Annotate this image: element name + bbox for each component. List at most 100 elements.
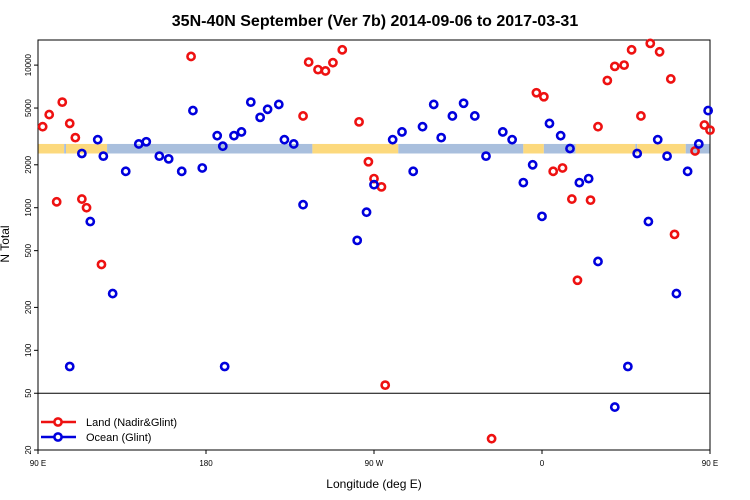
x-axis-label: Longitude (deg E) xyxy=(326,477,421,491)
ocean-point xyxy=(219,361,230,372)
ocean-point xyxy=(693,139,704,149)
land-point xyxy=(44,109,55,120)
ocean-point xyxy=(163,153,174,164)
ocean-point xyxy=(288,139,299,149)
ocean-point xyxy=(583,173,594,184)
land-point xyxy=(602,75,613,86)
y-tick-label: 50 xyxy=(24,388,33,397)
ocean-point xyxy=(428,99,439,110)
legend-marker-ocean xyxy=(53,432,63,442)
land-point xyxy=(645,38,656,49)
y-axis-label: N Total xyxy=(0,225,12,262)
ocean-point xyxy=(565,143,575,154)
land-point xyxy=(298,111,308,121)
ocean-point xyxy=(436,132,447,143)
ocean-point xyxy=(537,211,547,222)
ocean-point xyxy=(141,136,152,147)
land-point xyxy=(548,166,559,177)
land-point xyxy=(619,60,630,71)
chart-title: 35N-40N September (Ver 7b) 2014-09-06 to… xyxy=(172,13,579,30)
ocean-point xyxy=(643,216,654,227)
ocean-point xyxy=(481,151,491,162)
x-tick-label: 90 E xyxy=(30,459,46,468)
ocean-point xyxy=(632,148,643,159)
x-tick-label: 90 W xyxy=(365,459,384,468)
land-point xyxy=(690,146,700,156)
ocean-point xyxy=(544,118,555,129)
ocean-point xyxy=(120,166,131,177)
land-point xyxy=(81,202,92,213)
ocean-point xyxy=(154,151,165,162)
land-point xyxy=(363,156,374,167)
band-segment-ocean xyxy=(64,143,66,154)
land-point xyxy=(313,64,323,75)
ocean-point xyxy=(217,141,228,152)
ocean-point xyxy=(671,288,682,299)
land-point xyxy=(699,120,710,130)
ocean-point xyxy=(574,177,585,188)
ocean-point xyxy=(176,166,187,177)
band-segment-ocean xyxy=(543,143,576,154)
land-point xyxy=(538,91,549,102)
band-segment-land xyxy=(312,143,399,154)
ocean-point xyxy=(98,151,109,162)
ocean-point xyxy=(273,99,284,110)
y-tick-label: 200 xyxy=(24,300,33,314)
y-tick-label: 10000 xyxy=(24,53,33,76)
ocean-point xyxy=(408,166,419,177)
ocean-point xyxy=(682,166,693,177)
land-point xyxy=(609,61,620,72)
ocean-point xyxy=(555,130,566,141)
ocean-point xyxy=(133,139,144,149)
band-segment-land xyxy=(523,143,544,154)
legend-label-ocean: Ocean (Glint) xyxy=(86,432,151,444)
ocean-point xyxy=(85,216,96,227)
ocean-point xyxy=(76,148,87,159)
ocean-point xyxy=(369,179,379,190)
ocean-point xyxy=(622,361,633,372)
y-tick-label: 2000 xyxy=(24,155,33,173)
y-tick-label: 5000 xyxy=(24,99,33,117)
land-point xyxy=(328,57,338,68)
land-point xyxy=(96,259,107,270)
ocean-point xyxy=(387,134,398,145)
ocean-point xyxy=(662,151,672,162)
land-point xyxy=(486,433,497,444)
legend: Land (Nadir&Glint) Ocean (Glint) xyxy=(41,417,177,444)
land-point xyxy=(320,66,331,76)
band-segment-ocean xyxy=(107,143,313,154)
ocean-point xyxy=(497,127,508,137)
ocean-point xyxy=(527,159,538,170)
land-point xyxy=(354,116,364,127)
data-points xyxy=(37,38,715,444)
y-tick-label: 500 xyxy=(24,243,33,257)
ocean-point xyxy=(507,134,518,145)
land-point xyxy=(585,195,596,206)
x-tick-label: 90 E xyxy=(702,459,718,468)
ocean-point xyxy=(352,235,363,246)
ocean-point xyxy=(92,134,103,145)
ocean-point xyxy=(361,207,372,218)
y-tick-label: 1000 xyxy=(24,198,33,216)
ocean-point xyxy=(279,134,290,145)
ocean-point xyxy=(458,98,469,109)
band-segment-land xyxy=(66,143,108,154)
ocean-point xyxy=(262,104,273,115)
land-point xyxy=(654,46,665,57)
land-point xyxy=(566,194,577,204)
land-point xyxy=(531,87,542,98)
land-point xyxy=(557,163,568,173)
ocean-point xyxy=(417,121,428,132)
ocean-point xyxy=(397,127,407,137)
ocean-point xyxy=(298,199,308,210)
legend-label-land: Land (Nadir&Glint) xyxy=(86,417,177,429)
band-segment-land xyxy=(637,143,686,154)
x-tick-label: 180 xyxy=(199,459,213,468)
ocean-point xyxy=(107,288,118,299)
land-point xyxy=(57,97,68,108)
land-point xyxy=(51,196,62,207)
land-point xyxy=(186,51,196,62)
land-point xyxy=(636,111,646,121)
land-point xyxy=(626,44,637,55)
land-point xyxy=(669,229,680,240)
